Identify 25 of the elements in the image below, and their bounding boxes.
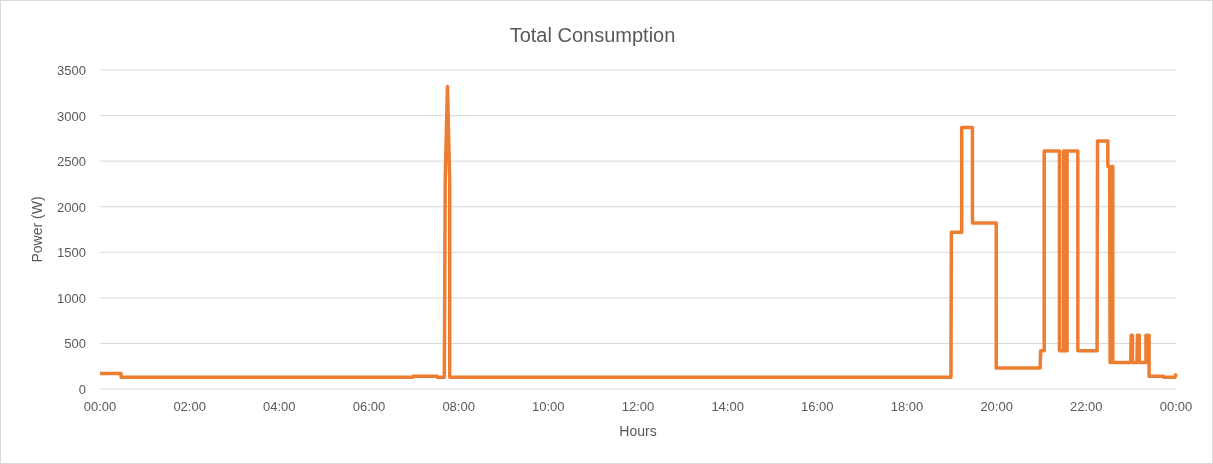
x-tick-label: 06:00: [352, 399, 386, 414]
y-axis-title: Power (W): [29, 196, 45, 263]
x-tick-label: 16:00: [801, 399, 834, 414]
chart-title: Total Consumption: [509, 24, 676, 46]
x-tick-label: 00:00: [1159, 399, 1193, 414]
x-tick-label: 18:00: [890, 399, 924, 414]
y-tick-label: 2000: [57, 199, 86, 215]
x-tick-label: 20:00: [980, 399, 1013, 414]
x-tick-label: 08:00: [442, 399, 475, 414]
y-tick-label: 2500: [57, 154, 86, 170]
x-tick-label: 14:00: [711, 399, 744, 414]
y-tick-label: 0: [78, 382, 86, 397]
y-tick-label: 1000: [57, 290, 86, 306]
y-tick-label: 500: [64, 336, 86, 352]
x-tick-label: 12:00: [621, 399, 655, 414]
x-tick-label: 10:00: [532, 399, 565, 414]
y-tick-label: 1500: [57, 245, 86, 261]
y-tick-label: 3500: [57, 63, 86, 78]
x-tick-label: 22:00: [1070, 399, 1103, 414]
y-tick-label: 3000: [57, 108, 86, 124]
line-series: [98, 84, 1178, 379]
x-tick-label: 04:00: [263, 399, 296, 414]
x-axis-title: Hours: [619, 423, 657, 439]
x-tick-label: 02:00: [173, 399, 206, 414]
x-tick-label: 00:00: [83, 399, 117, 414]
